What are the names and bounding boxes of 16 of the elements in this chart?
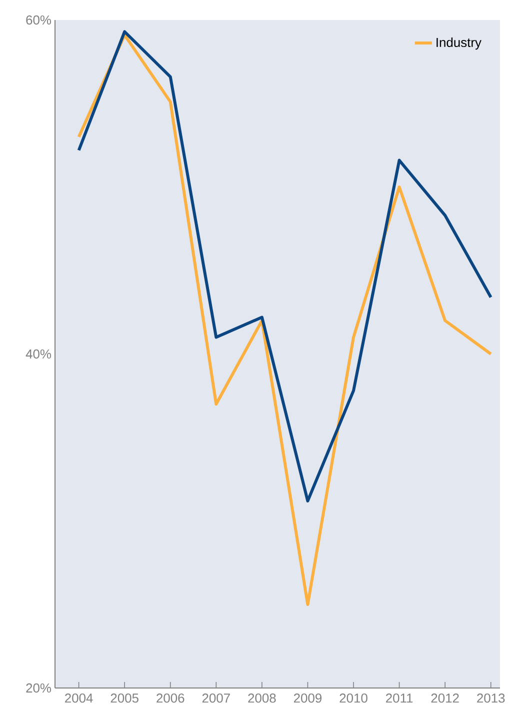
line-series [77, 34, 492, 606]
x-tick-label: 2004 [65, 694, 93, 703]
x-tick-label: 2009 [294, 694, 322, 703]
x-tick-label: 2011 [386, 694, 413, 703]
x-tick-label: 2012 [431, 694, 459, 703]
y-tick-label: 60% [26, 15, 52, 25]
x-tick-label: 2010 [340, 694, 368, 703]
x-tick-label: 2006 [156, 694, 184, 703]
x-tick-label: 2005 [110, 694, 138, 703]
line-series [77, 30, 492, 502]
x-tick-label: 2007 [202, 694, 230, 703]
x-tick-label: 2008 [248, 694, 276, 703]
x-tick-label: 2013 [477, 694, 505, 703]
y-tick-label: 20% [26, 683, 52, 693]
legend-label: Industry [436, 38, 482, 50]
y-tick-label: 40% [26, 349, 52, 359]
